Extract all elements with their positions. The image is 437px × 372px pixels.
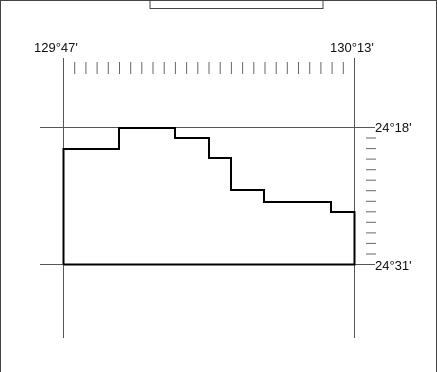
map-grid-lines [40, 58, 375, 338]
longitude-tick-scale [74, 62, 344, 74]
longitude-label-west: 129°47' [34, 40, 78, 55]
area-boundary-outline [62, 127, 356, 266]
longitude-label-east: 130°13' [330, 40, 374, 55]
latitude-label-north: 24°18' [375, 120, 412, 135]
latitude-tick-scale [366, 137, 376, 255]
latitude-label-south: 24°31' [375, 258, 412, 273]
